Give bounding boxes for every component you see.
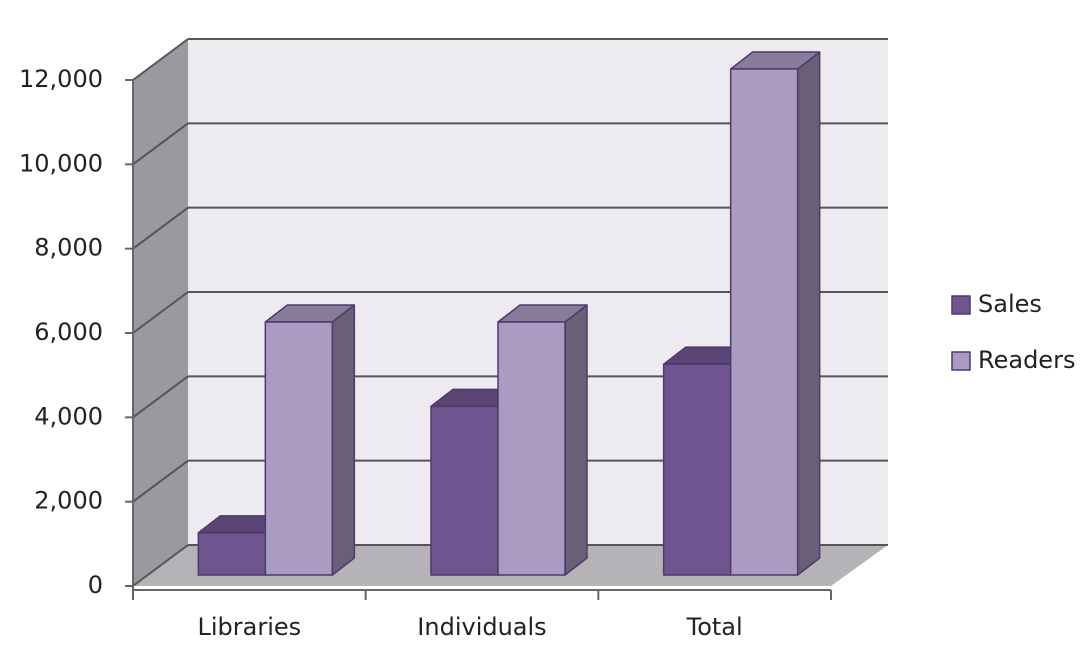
- y-tick-label: 8,000: [34, 234, 103, 262]
- x-tick-label: Individuals: [417, 613, 546, 641]
- grid-line-side: [132, 122, 189, 166]
- legend-swatch: [951, 351, 971, 371]
- y-tick-label: 10,000: [19, 149, 103, 177]
- bar: [197, 532, 267, 576]
- y-tick-label: 2,000: [34, 487, 103, 515]
- grid-line-side: [132, 38, 189, 81]
- grid-line-side: [132, 459, 189, 503]
- bar: [264, 321, 334, 576]
- legend-label: Readers: [978, 346, 1075, 374]
- grid-line-side: [132, 206, 189, 250]
- x-tick-label: Libraries: [198, 613, 302, 641]
- grid-line-side: [132, 375, 189, 419]
- bar-side: [564, 304, 588, 576]
- y-tick-label: 12,000: [19, 65, 103, 93]
- bar: [430, 405, 499, 576]
- grid-line-side: [132, 291, 189, 334]
- bars: [197, 51, 821, 576]
- y-tick-label: 4,000: [34, 402, 103, 430]
- axes: 0 2,000 4,000 6,000 8,000 10,000 12,000 Librari…: [19, 65, 832, 641]
- bar: [729, 68, 799, 576]
- bar-side: [331, 304, 356, 576]
- y-tick-label: 6,000: [34, 318, 103, 346]
- x-tick-label: Total: [686, 613, 743, 641]
- grid-line-side: [132, 544, 189, 587]
- legend-label: Sales: [978, 290, 1042, 318]
- bar: [662, 363, 732, 576]
- bar: [497, 321, 566, 576]
- legend-swatch: [951, 295, 971, 315]
- y-tick-label: 0: [88, 571, 103, 599]
- bar-side: [796, 51, 821, 576]
